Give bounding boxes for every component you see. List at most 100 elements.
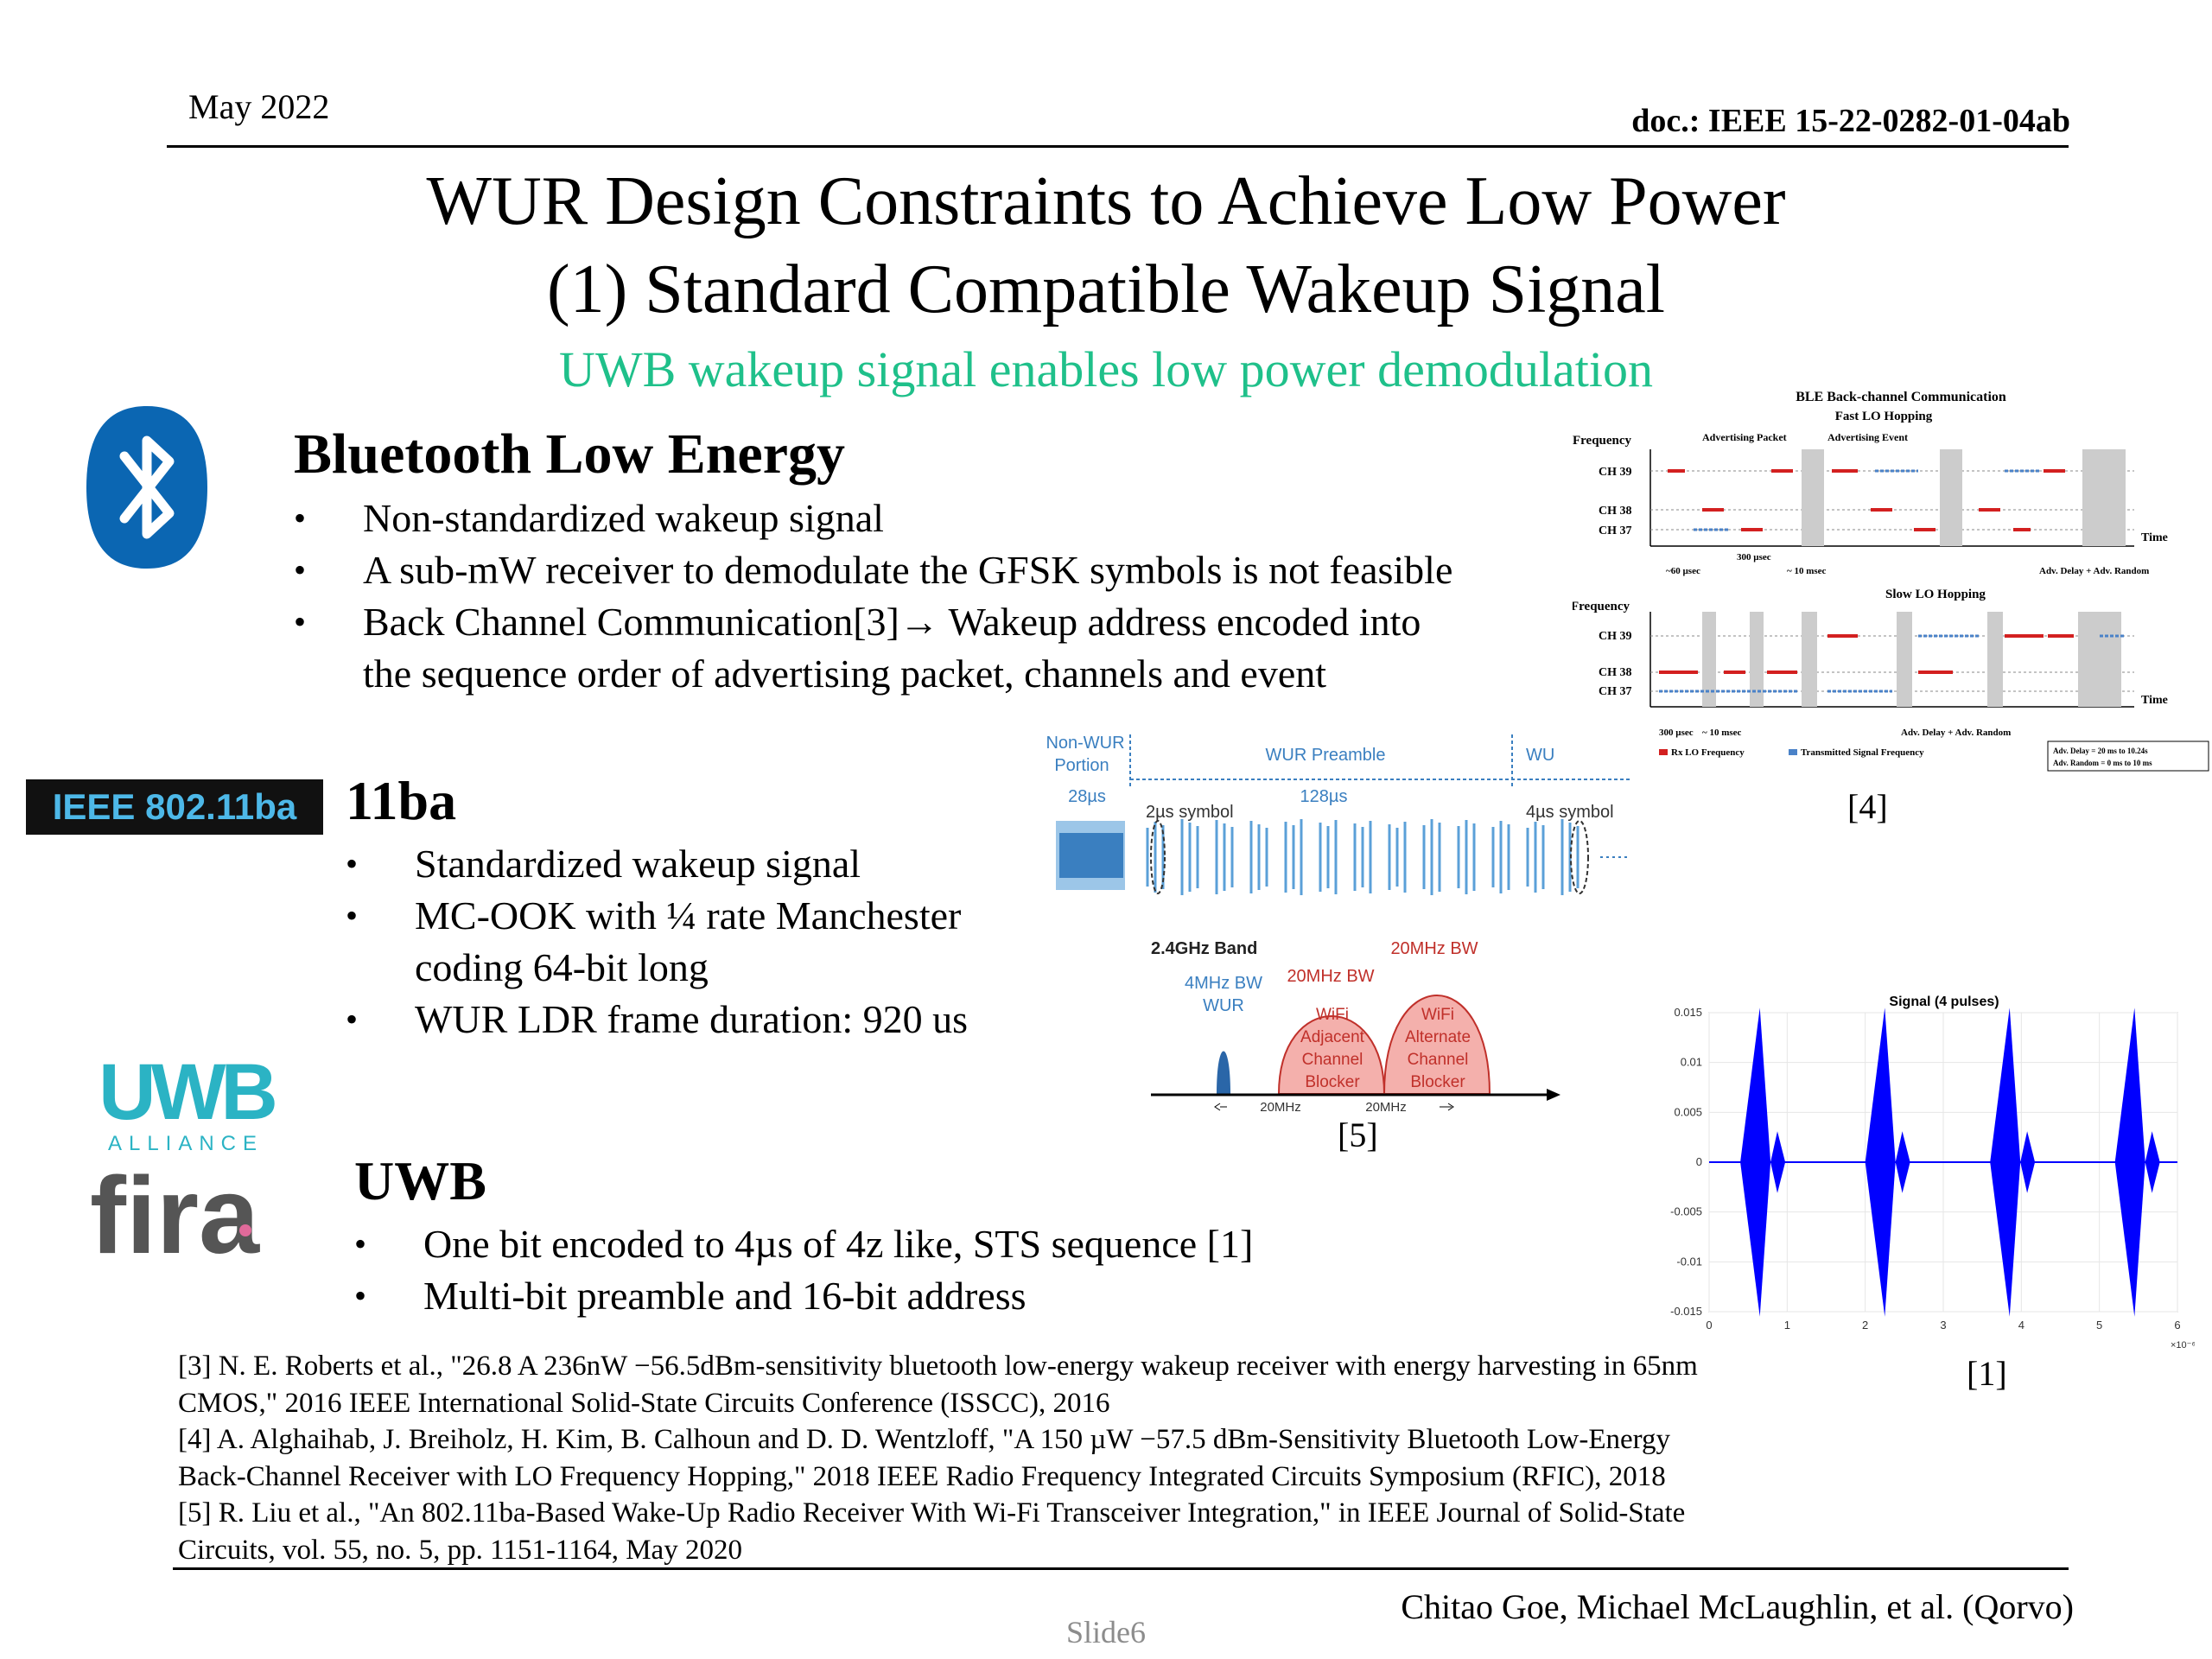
ble-fig-title: BLE Back-channel Communication bbox=[1796, 390, 2006, 404]
list-item: the sequence order of advertising packet… bbox=[363, 652, 1327, 696]
reference-line: Back-Channel Receiver with LO Frequency … bbox=[178, 1460, 1666, 1492]
svg-text:2.4GHz Band: 2.4GHz Band bbox=[1151, 939, 1257, 958]
svg-text:WUR Preamble: WUR Preamble bbox=[1266, 746, 1386, 765]
svg-text:~ 10 msec: ~ 10 msec bbox=[1702, 728, 1742, 738]
chart-x-exponent: ×10⁻⁶ bbox=[2171, 1340, 2195, 1351]
wifi-band-figure: 2.4GHz Band 20MHz BW 4MHz BW WUR 20MHz B… bbox=[1151, 939, 1560, 1115]
svg-text:Channel: Channel bbox=[1302, 1051, 1363, 1069]
list-item: • Non-standardized wakeup signal bbox=[294, 496, 884, 540]
svg-text:20MHz BW: 20MHz BW bbox=[1287, 967, 1374, 986]
svg-text:~ 10 msec: ~ 10 msec bbox=[1787, 566, 1827, 576]
footer-rule bbox=[173, 1567, 2069, 1570]
chart-title: Signal (4 pulses) bbox=[1889, 995, 1999, 1009]
svg-text:Portion: Portion bbox=[1054, 756, 1109, 775]
signal-sidelobe bbox=[2145, 1131, 2160, 1193]
ba-heading: 11ba bbox=[346, 770, 457, 831]
svg-text:128µs: 128µs bbox=[1300, 787, 1348, 806]
svg-text:UWB: UWB bbox=[99, 1050, 275, 1136]
svg-text:Adv. Delay + Adv. Random: Adv. Delay + Adv. Random bbox=[1901, 728, 2011, 738]
svg-text:Rx LO Frequency: Rx LO Frequency bbox=[1671, 747, 1745, 758]
svg-text:28µs: 28µs bbox=[1068, 787, 1106, 806]
svg-text:Transmitted Signal Frequency: Transmitted Signal Frequency bbox=[1801, 747, 1924, 758]
uwb-alliance-logo: UWB ALLIANCE bbox=[99, 1050, 280, 1154]
ble-heading: Bluetooth Low Energy bbox=[294, 423, 846, 486]
header-rule bbox=[167, 145, 2069, 148]
svg-text:Channel: Channel bbox=[1408, 1051, 1469, 1069]
svg-text:Time: Time bbox=[2141, 694, 2168, 707]
footer-authors: Chitao Goe, Michael McLaughlin, et al. (… bbox=[1401, 1587, 2074, 1626]
bluetooth-logo-icon bbox=[86, 406, 207, 569]
reference-line: [4] A. Alghaihab, J. Breiholz, H. Kim, B… bbox=[178, 1424, 1671, 1455]
slide-number: Slide6 bbox=[1065, 1615, 1146, 1649]
svg-text:Adv. Random = 0 ms to 10 ms: Adv. Random = 0 ms to 10 ms bbox=[2053, 759, 2152, 767]
svg-text:Adjacent: Adjacent bbox=[1300, 1028, 1365, 1046]
signal-sidelobe bbox=[1770, 1131, 1786, 1193]
svg-text:Frequency: Frequency bbox=[1573, 600, 1630, 613]
ble-fig-frequency: Frequency bbox=[1573, 434, 1632, 448]
svg-text:20MHz BW: 20MHz BW bbox=[1390, 939, 1478, 958]
svg-text:fira: fira bbox=[90, 1158, 260, 1270]
svg-text:2µs symbol: 2µs symbol bbox=[1146, 803, 1234, 822]
svg-text:CH 39: CH 39 bbox=[1599, 466, 1632, 479]
uwb-bullet-list: • One bit encoded to 4µs of 4z like, STS … bbox=[354, 1218, 1253, 1322]
slide-title-line2: (1) Standard Compatible Wakeup Signal bbox=[546, 251, 1666, 327]
y-tick-label: -0.015 bbox=[1670, 1305, 1702, 1318]
svg-text:Alternate: Alternate bbox=[1405, 1028, 1471, 1046]
svg-text:20MHz: 20MHz bbox=[1260, 1100, 1301, 1115]
svg-text:WiFi: WiFi bbox=[1421, 1006, 1454, 1024]
wur-preamble-figure: Non-WUR Portion WUR Preamble WU 28µs 128… bbox=[1046, 734, 1630, 895]
list-item: • MC-OOK with ¼ rate Manchester bbox=[346, 893, 962, 938]
svg-text:CH 39: CH 39 bbox=[1599, 630, 1632, 643]
svg-text:Advertising Event: Advertising Event bbox=[1827, 431, 1908, 443]
ble-backchannel-figure: BLE Back-channel Communication Fast LO H… bbox=[1573, 390, 2209, 772]
svg-text:CH 38: CH 38 bbox=[1599, 505, 1632, 518]
slide-title-line1: WUR Design Constraints to Achieve Low Po… bbox=[426, 163, 1786, 239]
y-tick-label: -0.005 bbox=[1670, 1205, 1702, 1218]
svg-text:Adv. Delay + Adv. Random: Adv. Delay + Adv. Random bbox=[2039, 566, 2149, 576]
list-item: • Standardized wakeup signal bbox=[346, 842, 861, 886]
svg-text:Adv. Delay = 20 ms to 10.24s: Adv. Delay = 20 ms to 10.24s bbox=[2053, 747, 2148, 755]
x-tick-label: 5 bbox=[2096, 1319, 2102, 1332]
x-tick-label: 0 bbox=[1706, 1319, 1712, 1332]
signal-pulse bbox=[1740, 1007, 1771, 1317]
signal-pulse-chart: Signal (4 pulses) 0.015 0.01 0.005 0 -0.005 -… bbox=[1670, 995, 2195, 1351]
svg-text:WUR: WUR bbox=[1203, 996, 1244, 1015]
list-item: • One bit encoded to 4µs of 4z like, STS … bbox=[354, 1222, 1254, 1266]
references: [3] N. E. Roberts et al., "26.8 A 236nW … bbox=[178, 1348, 1906, 1568]
band-fig-cite: [5] bbox=[1338, 1116, 1378, 1154]
y-tick-label: -0.01 bbox=[1676, 1255, 1702, 1268]
y-tick-label: 0.015 bbox=[1674, 1006, 1702, 1019]
signal-sidelobe bbox=[2020, 1131, 2036, 1193]
list-item: • Multi-bit preamble and 16-bit address bbox=[354, 1274, 1027, 1318]
signal-fig-cite: [1] bbox=[1967, 1354, 2007, 1393]
header-doc-id: doc.: IEEE 15-22-0282-01-04ab bbox=[1631, 103, 2070, 139]
svg-text:CH 37: CH 37 bbox=[1599, 685, 1632, 698]
signal-pulse bbox=[2114, 1007, 2145, 1317]
svg-text:Non-WUR: Non-WUR bbox=[1046, 734, 1124, 753]
svg-text:4µs symbol: 4µs symbol bbox=[1526, 803, 1614, 822]
signal-pulse bbox=[1990, 1007, 2021, 1317]
y-tick-label: 0 bbox=[1696, 1155, 1702, 1168]
x-tick-label: 6 bbox=[2174, 1319, 2180, 1332]
x-tick-label: 1 bbox=[1784, 1319, 1790, 1332]
svg-text:CH 37: CH 37 bbox=[1599, 524, 1632, 537]
x-tick-label: 3 bbox=[1940, 1319, 1946, 1332]
svg-text:WU: WU bbox=[1526, 746, 1554, 765]
signal-sidelobe bbox=[1895, 1131, 1910, 1193]
reference-line: CMOS," 2016 IEEE International Solid-Sta… bbox=[178, 1387, 1110, 1419]
list-item: • WUR LDR frame duration: 920 us bbox=[346, 997, 969, 1041]
svg-text:300 µsec: 300 µsec bbox=[1659, 728, 1694, 738]
header-date: May 2022 bbox=[188, 87, 330, 126]
fira-logo: fira bbox=[90, 1158, 260, 1270]
svg-text:Time: Time bbox=[2141, 531, 2168, 544]
reference-line: Circuits, vol. 55, no. 5, pp. 1151-1164,… bbox=[178, 1534, 742, 1566]
x-tick-label: 2 bbox=[1862, 1319, 1868, 1332]
ble-fig-slow: Slow LO Hopping bbox=[1885, 588, 1986, 601]
uwb-heading: UWB bbox=[354, 1150, 486, 1211]
ble-fig-fast: Fast LO Hopping bbox=[1835, 410, 1933, 423]
svg-text:ALLIANCE: ALLIANCE bbox=[108, 1132, 264, 1154]
y-tick-label: 0.01 bbox=[1681, 1056, 1702, 1069]
slide-subtitle: UWB wakeup signal enables low power demo… bbox=[558, 341, 1654, 397]
svg-text:Blocker: Blocker bbox=[1305, 1073, 1360, 1091]
reference-line: [5] R. Liu et al., "An 802.11ba-Based Wa… bbox=[178, 1497, 1686, 1529]
